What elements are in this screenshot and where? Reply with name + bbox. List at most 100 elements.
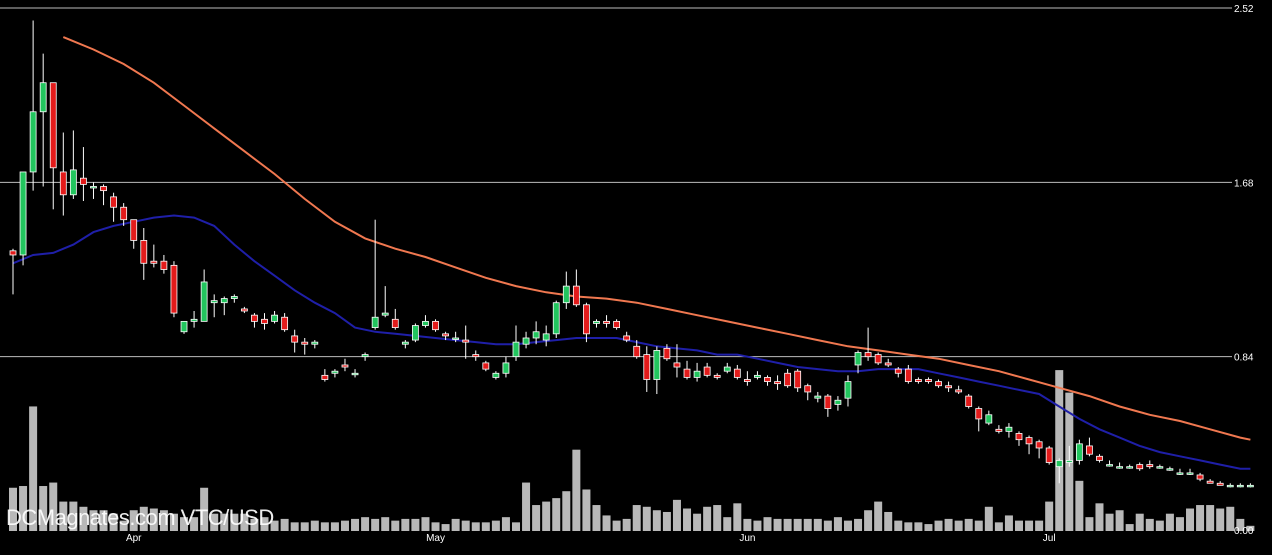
volume-bar <box>1246 525 1255 531</box>
candle-body <box>774 381 781 385</box>
candle <box>452 331 460 343</box>
candle <box>1116 462 1123 469</box>
volume-bar <box>210 513 219 531</box>
candle <box>1035 439 1043 459</box>
volume-bar <box>974 520 983 531</box>
volume-bar <box>783 518 792 531</box>
candle <box>130 219 138 249</box>
candle <box>794 369 802 392</box>
volume-bar <box>99 510 108 531</box>
candle-body <box>894 368 902 374</box>
candle <box>59 132 67 216</box>
volume-bar <box>9 487 17 531</box>
volume-bar <box>1095 503 1104 531</box>
candle <box>422 315 429 328</box>
candle <box>1106 460 1113 467</box>
candlesticks <box>9 20 1254 488</box>
candle-body <box>572 285 580 306</box>
volume-bar <box>964 518 973 531</box>
candle-body <box>1216 482 1224 486</box>
candle <box>432 319 439 332</box>
candle-body <box>623 335 631 341</box>
candle <box>482 360 490 372</box>
volume-bar <box>1196 505 1205 531</box>
candle <box>100 184 107 206</box>
candle <box>603 315 610 328</box>
candle-body <box>100 186 107 192</box>
x-axis-labels: Apr May Jun Jul <box>126 533 1056 544</box>
candle-body <box>1176 472 1184 475</box>
volume-bar <box>149 508 158 531</box>
candle <box>764 375 771 386</box>
volume-bar <box>1236 518 1245 531</box>
candle-body <box>29 111 37 173</box>
volume-bar <box>1075 480 1084 531</box>
candle-body <box>1156 466 1164 469</box>
volume-bar <box>1105 513 1114 531</box>
candle <box>190 311 198 328</box>
candle <box>593 319 600 328</box>
volume-bar <box>501 517 510 531</box>
candle-body <box>864 352 872 358</box>
candle <box>411 323 419 343</box>
candle-body <box>301 341 309 345</box>
candle <box>673 344 681 378</box>
volume-bar <box>401 518 410 531</box>
volume-bar <box>340 520 349 531</box>
candle <box>200 269 208 322</box>
candle-body <box>180 320 188 333</box>
volume-bar <box>864 510 873 531</box>
candle <box>723 362 731 374</box>
volume-bar <box>994 522 1003 531</box>
y-tick-label: 1.68 <box>1234 178 1254 189</box>
volume-bar <box>833 517 842 531</box>
volume-bar <box>371 518 380 531</box>
candle-body <box>321 374 329 380</box>
volume-bar <box>904 522 913 531</box>
candle <box>251 313 258 328</box>
candle-body <box>1126 466 1134 469</box>
candle-body <box>844 381 852 399</box>
volume-bar <box>240 513 249 531</box>
volume-bar <box>522 482 531 531</box>
volume-bar <box>180 517 189 531</box>
volume-bar <box>924 524 933 531</box>
candle-body <box>562 285 570 304</box>
candle <box>1075 439 1083 465</box>
candle <box>1146 460 1154 469</box>
candle-body <box>874 354 882 364</box>
candle-body <box>1226 484 1234 488</box>
candle <box>804 383 812 401</box>
volume-bar <box>823 520 832 531</box>
candle-body <box>512 341 520 358</box>
candle-body <box>854 352 862 366</box>
candle-body <box>59 171 67 196</box>
volume-bar <box>763 517 772 531</box>
candle-body <box>251 314 258 322</box>
candle-body <box>39 82 47 113</box>
volume-bar <box>1226 506 1235 531</box>
candle-body <box>583 304 590 335</box>
volume-bar <box>139 506 148 531</box>
candle <box>874 352 882 365</box>
volume-bar <box>703 506 712 531</box>
candle <box>1045 445 1053 465</box>
candle <box>381 286 389 318</box>
volume-bar <box>330 522 339 531</box>
candle <box>462 325 470 359</box>
candle-body <box>291 335 299 343</box>
volume-bar <box>854 518 863 531</box>
candle <box>311 340 319 349</box>
ma-slow-line <box>62 36 1251 441</box>
candle-body <box>1206 480 1214 484</box>
candle-body <box>643 354 651 380</box>
candle-body <box>955 389 963 393</box>
volume-bar <box>592 505 601 531</box>
volume-bar <box>1115 510 1124 531</box>
volume-bar <box>29 406 38 531</box>
volume-bar <box>361 517 370 531</box>
volume-bar <box>310 520 319 531</box>
volume-bar <box>190 517 199 531</box>
volume-bar <box>602 515 611 531</box>
candle <box>261 313 268 330</box>
